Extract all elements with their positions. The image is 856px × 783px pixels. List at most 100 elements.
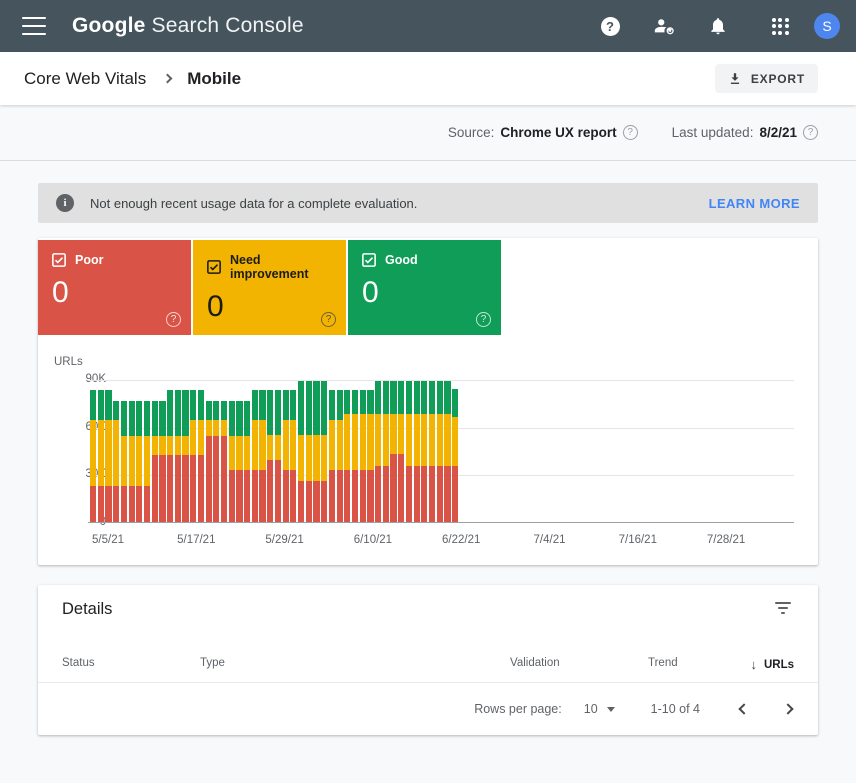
status-card-poor[interactable]: Poor 0 ? <box>38 240 191 335</box>
source-bar: Source: Chrome UX report ? Last updated:… <box>0 105 856 161</box>
updated-label: Last updated: <box>671 125 754 140</box>
pagination-range: 1-10 of 4 <box>650 702 700 716</box>
breadcrumb-current-page: Mobile <box>187 68 242 88</box>
chevron-right-icon <box>162 73 173 84</box>
status-card-label: Poor <box>75 253 104 267</box>
info-icon: i <box>56 194 74 212</box>
chart-bar <box>336 380 343 522</box>
rows-per-page-label: Rows per page: <box>474 702 562 716</box>
chart-bar <box>344 380 351 522</box>
chart-bar <box>375 380 382 522</box>
app-logo[interactable]: Google Search Console <box>72 14 304 38</box>
rows-per-page-value: 10 <box>583 702 598 716</box>
checkbox-checked-icon[interactable] <box>207 260 221 274</box>
notifications-button[interactable] <box>706 14 730 38</box>
chart-x-axis-line <box>88 522 794 523</box>
chart-bar <box>244 380 251 522</box>
pagination-bar: Rows per page: 10 1-10 of 4 <box>38 683 818 735</box>
details-card: Details Status Type Validation Trend ↓ U… <box>38 585 818 735</box>
chart-bar <box>90 380 97 522</box>
status-card-need-improvement[interactable]: Need improvement 0 ? <box>193 240 346 335</box>
user-settings-button[interactable] <box>652 14 676 38</box>
chart-bar <box>305 380 312 522</box>
chart-bar <box>190 380 197 522</box>
hamburger-menu-icon[interactable] <box>22 17 46 35</box>
chart-bar <box>452 380 459 522</box>
details-table-header: Status Type Validation Trend ↓ URLs <box>38 647 818 683</box>
report-card: Poor 0 ? Need improvement 0 ? Go <box>38 238 818 565</box>
logo-product: Search Console <box>151 14 304 37</box>
status-card-good[interactable]: Good 0 ? <box>348 240 501 335</box>
chart-bar <box>167 380 174 522</box>
chart-bars <box>90 380 459 522</box>
chart-bar <box>405 380 413 522</box>
source-help-icon[interactable]: ? <box>622 125 638 140</box>
chart-bar <box>297 380 305 522</box>
chart-bar <box>159 380 166 522</box>
help-icon: ? <box>600 16 620 36</box>
chart-bar <box>382 380 389 522</box>
updated-value: 8/2/21 <box>759 125 797 140</box>
export-label: EXPORT <box>750 71 805 86</box>
chart-bar <box>351 380 359 522</box>
previous-page-button[interactable] <box>738 703 750 715</box>
updated-help-icon[interactable]: ? <box>803 125 818 140</box>
column-header-urls[interactable]: ↓ URLs <box>750 657 794 672</box>
chart-bar <box>413 380 420 522</box>
chart-bar <box>213 380 220 522</box>
chart-bar <box>321 380 328 522</box>
status-card-label: Need improvement <box>230 253 309 281</box>
checkbox-checked-icon[interactable] <box>362 253 376 267</box>
user-settings-icon <box>654 19 674 35</box>
urls-stacked-bar-chart: URLs 030K60K90K 5/5/215/17/215/29/216/10… <box>38 356 818 556</box>
chart-bar <box>128 380 135 522</box>
next-page-button[interactable] <box>782 703 794 715</box>
apps-grid-button[interactable] <box>768 14 792 38</box>
chart-bar <box>390 380 397 522</box>
chart-bar <box>444 380 451 522</box>
app-bar: Google Search Console ? S <box>0 0 856 52</box>
avatar[interactable]: S <box>814 13 840 39</box>
export-button[interactable]: EXPORT <box>714 64 818 93</box>
chart-bar <box>151 380 158 522</box>
rows-per-page-select[interactable]: 10 <box>584 702 615 716</box>
chart-bar <box>282 380 289 522</box>
chart-bar <box>174 380 181 522</box>
chart-bar <box>421 380 428 522</box>
chart-bar <box>182 380 189 522</box>
chart-bar <box>290 380 297 522</box>
help-button[interactable]: ? <box>598 14 622 38</box>
details-title: Details <box>62 600 113 618</box>
logo-google: Google <box>72 14 146 37</box>
download-icon <box>730 73 739 84</box>
column-header-validation[interactable]: Validation <box>510 657 560 669</box>
chart-bar <box>274 380 282 522</box>
breadcrumb-section[interactable]: Core Web Vitals <box>24 68 147 88</box>
filter-icon[interactable] <box>774 602 792 616</box>
learn-more-link[interactable]: LEARN MORE <box>708 195 800 211</box>
chart-bar <box>313 380 320 522</box>
column-header-status[interactable]: Status <box>62 657 95 669</box>
chart-bar <box>120 380 128 522</box>
column-header-trend[interactable]: Trend <box>648 657 678 669</box>
chart-bar <box>267 380 274 522</box>
chart-bar <box>359 380 366 522</box>
chart-bar <box>105 380 112 522</box>
checkbox-checked-icon[interactable] <box>52 253 66 267</box>
column-header-type[interactable]: Type <box>200 657 225 669</box>
status-card-value: 0 <box>207 290 224 323</box>
chart-bar <box>436 380 443 522</box>
chart-bar <box>220 380 228 522</box>
card-help-icon[interactable]: ? <box>476 312 491 327</box>
source-value: Chrome UX report <box>500 125 617 140</box>
chart-bar <box>398 380 405 522</box>
banner-message: Not enough recent usage data for a compl… <box>90 195 418 211</box>
chart-bar <box>236 380 243 522</box>
dropdown-caret-icon <box>606 706 615 712</box>
card-help-icon[interactable]: ? <box>166 312 181 327</box>
info-banner: i Not enough recent usage data for a com… <box>38 183 818 223</box>
card-help-icon[interactable]: ? <box>321 312 336 327</box>
chart-bar <box>197 380 205 522</box>
chart-y-axis-title: URLs <box>54 356 83 368</box>
chart-bar <box>143 380 151 522</box>
